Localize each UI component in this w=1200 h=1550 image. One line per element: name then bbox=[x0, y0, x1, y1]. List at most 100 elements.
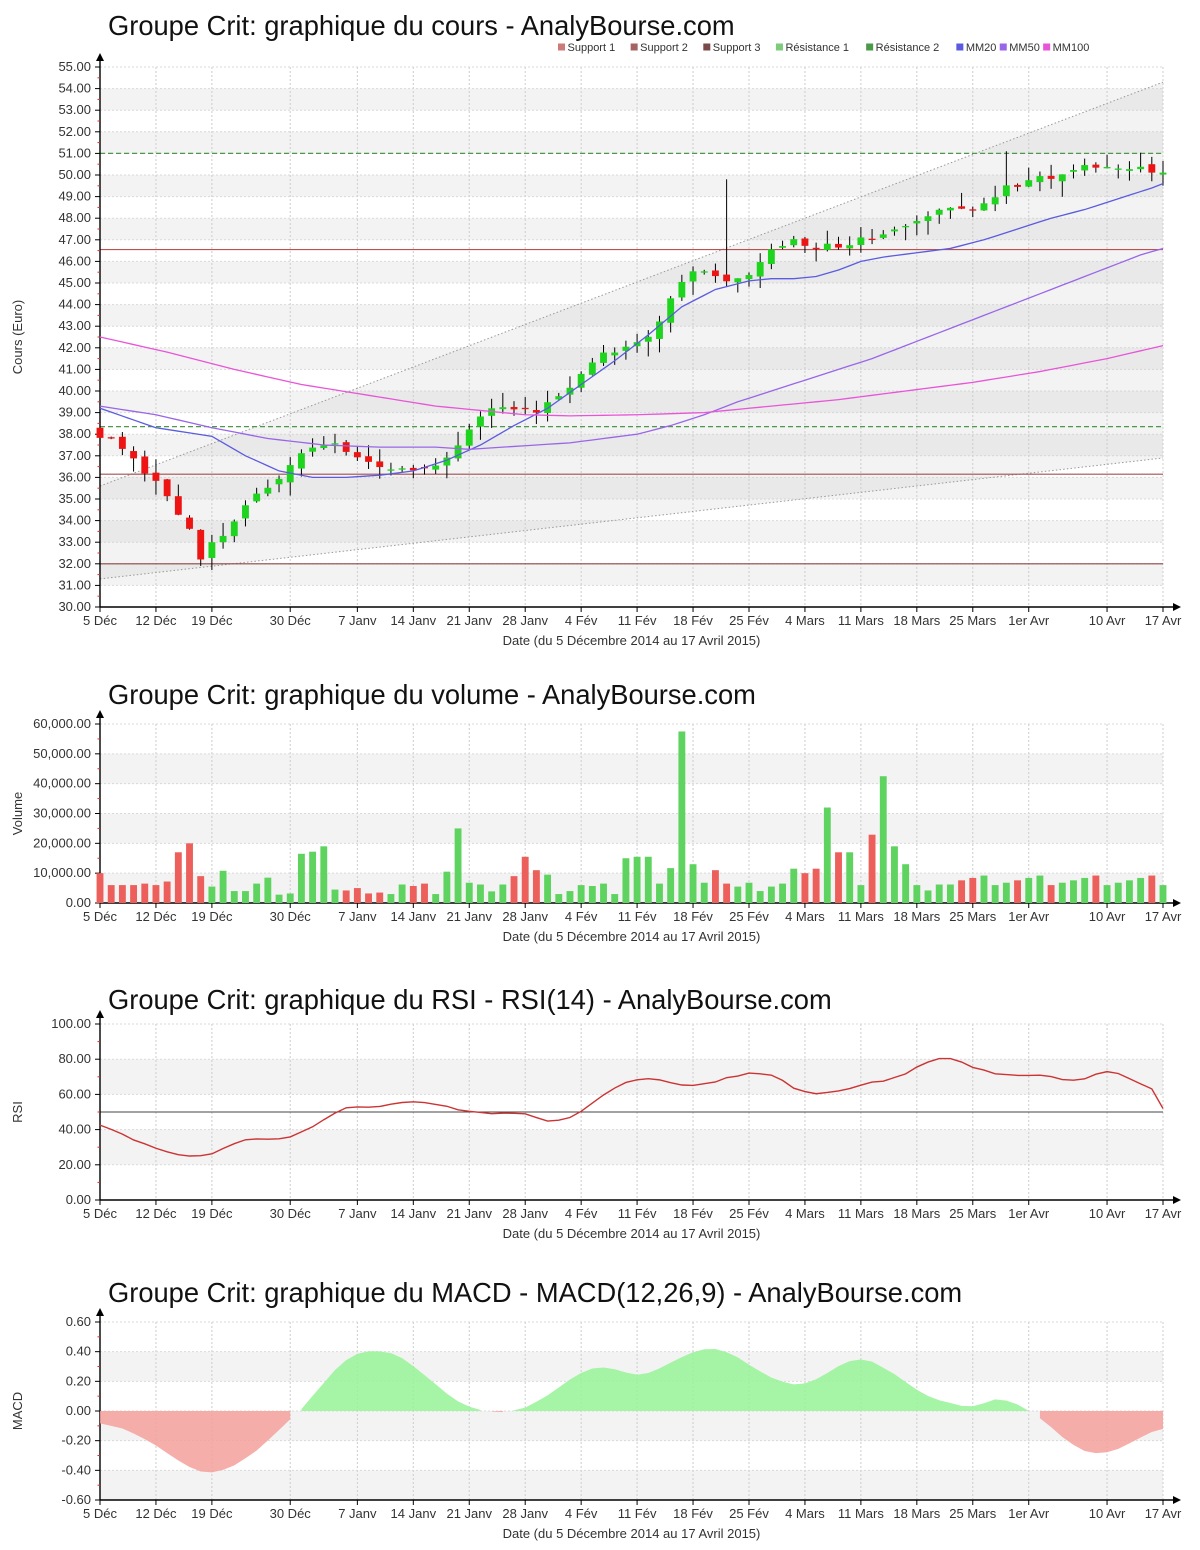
svg-text:11 Mars: 11 Mars bbox=[838, 1506, 884, 1521]
svg-text:Volume: Volume bbox=[10, 792, 25, 835]
svg-text:36.00: 36.00 bbox=[58, 469, 91, 484]
svg-text:18 Mars: 18 Mars bbox=[893, 1506, 940, 1521]
svg-text:51.00: 51.00 bbox=[58, 145, 91, 160]
svg-text:10 Avr: 10 Avr bbox=[1089, 1506, 1126, 1521]
svg-text:5 Déc: 5 Déc bbox=[83, 909, 117, 924]
svg-text:19 Déc: 19 Déc bbox=[191, 1206, 233, 1221]
svg-text:-0.20: -0.20 bbox=[61, 1433, 91, 1448]
svg-text:19 Déc: 19 Déc bbox=[191, 1506, 233, 1521]
svg-text:21 Janv: 21 Janv bbox=[446, 1206, 492, 1221]
svg-text:Résistance 2: Résistance 2 bbox=[876, 42, 940, 54]
svg-text:Date (du 5 Décembre 2014 au 17: Date (du 5 Décembre 2014 au 17 Avril 201… bbox=[503, 1526, 761, 1541]
svg-text:39.00: 39.00 bbox=[58, 405, 91, 420]
svg-text:25 Fév: 25 Fév bbox=[729, 613, 769, 628]
svg-text:30 Déc: 30 Déc bbox=[270, 909, 312, 924]
svg-text:28 Janv: 28 Janv bbox=[502, 613, 548, 628]
svg-text:25 Fév: 25 Fév bbox=[729, 1506, 769, 1521]
svg-text:18 Mars: 18 Mars bbox=[893, 613, 940, 628]
svg-text:7 Janv: 7 Janv bbox=[338, 613, 377, 628]
svg-text:40,000.00: 40,000.00 bbox=[33, 776, 91, 791]
svg-text:17 Avr: 17 Avr bbox=[1145, 1206, 1182, 1221]
svg-text:52.00: 52.00 bbox=[58, 124, 91, 139]
svg-text:Groupe Crit: graphique du volu: Groupe Crit: graphique du volume - Analy… bbox=[108, 679, 756, 710]
svg-text:1er Avr: 1er Avr bbox=[1008, 613, 1050, 628]
svg-text:40.00: 40.00 bbox=[58, 383, 91, 398]
svg-text:11 Fév: 11 Fév bbox=[618, 1206, 657, 1221]
svg-text:-0.40: -0.40 bbox=[61, 1462, 91, 1477]
svg-text:5 Déc: 5 Déc bbox=[83, 1206, 117, 1221]
svg-text:11 Mars: 11 Mars bbox=[838, 909, 884, 924]
svg-text:14 Janv: 14 Janv bbox=[391, 909, 437, 924]
svg-text:30 Déc: 30 Déc bbox=[270, 1506, 312, 1521]
svg-text:18 Mars: 18 Mars bbox=[893, 909, 940, 924]
svg-text:11 Mars: 11 Mars bbox=[838, 1206, 884, 1221]
svg-text:Date (du 5 Décembre 2014 au 17: Date (du 5 Décembre 2014 au 17 Avril 201… bbox=[503, 633, 761, 648]
svg-text:14 Janv: 14 Janv bbox=[391, 613, 437, 628]
svg-text:14 Janv: 14 Janv bbox=[391, 1206, 437, 1221]
svg-text:50.00: 50.00 bbox=[58, 167, 91, 182]
svg-text:0.00: 0.00 bbox=[66, 895, 91, 910]
svg-text:54.00: 54.00 bbox=[58, 81, 91, 96]
svg-text:0.20: 0.20 bbox=[66, 1373, 91, 1388]
svg-text:0.60: 0.60 bbox=[66, 1314, 91, 1329]
svg-text:19 Déc: 19 Déc bbox=[191, 909, 233, 924]
svg-text:5 Déc: 5 Déc bbox=[83, 1506, 117, 1521]
svg-text:18 Mars: 18 Mars bbox=[893, 1206, 940, 1221]
svg-text:25 Mars: 25 Mars bbox=[949, 613, 996, 628]
svg-text:45.00: 45.00 bbox=[58, 275, 91, 290]
svg-text:Groupe Crit: graphique du MACD: Groupe Crit: graphique du MACD - MACD(12… bbox=[108, 1277, 962, 1308]
svg-text:17 Avr: 17 Avr bbox=[1145, 1506, 1182, 1521]
svg-text:44.00: 44.00 bbox=[58, 297, 91, 312]
svg-text:-0.60: -0.60 bbox=[61, 1492, 91, 1507]
svg-text:Support 1: Support 1 bbox=[568, 42, 616, 54]
svg-text:33.00: 33.00 bbox=[58, 534, 91, 549]
svg-text:50,000.00: 50,000.00 bbox=[33, 746, 91, 761]
svg-text:4 Fév: 4 Fév bbox=[565, 1206, 598, 1221]
svg-text:11 Fév: 11 Fév bbox=[618, 613, 657, 628]
svg-text:25 Mars: 25 Mars bbox=[949, 909, 996, 924]
svg-text:Date (du 5 Décembre 2014 au 17: Date (du 5 Décembre 2014 au 17 Avril 201… bbox=[503, 1226, 761, 1241]
svg-text:1er Avr: 1er Avr bbox=[1008, 1506, 1050, 1521]
svg-text:12 Déc: 12 Déc bbox=[135, 909, 177, 924]
svg-text:12 Déc: 12 Déc bbox=[135, 1506, 177, 1521]
svg-text:10 Avr: 10 Avr bbox=[1089, 909, 1126, 924]
svg-text:1er Avr: 1er Avr bbox=[1008, 1206, 1050, 1221]
svg-text:18 Fév: 18 Fév bbox=[673, 1206, 713, 1221]
svg-text:47.00: 47.00 bbox=[58, 232, 91, 247]
svg-text:4 Fév: 4 Fév bbox=[565, 909, 598, 924]
svg-text:11 Fév: 11 Fév bbox=[618, 1506, 657, 1521]
svg-text:4 Mars: 4 Mars bbox=[785, 909, 825, 924]
svg-text:10 Avr: 10 Avr bbox=[1089, 613, 1126, 628]
svg-text:100.00: 100.00 bbox=[51, 1016, 91, 1031]
svg-text:Date (du 5 Décembre 2014 au 17: Date (du 5 Décembre 2014 au 17 Avril 201… bbox=[503, 929, 761, 944]
svg-text:Support 2: Support 2 bbox=[640, 42, 688, 54]
svg-text:21 Janv: 21 Janv bbox=[446, 613, 492, 628]
svg-text:7 Janv: 7 Janv bbox=[338, 1506, 377, 1521]
svg-text:40.00: 40.00 bbox=[58, 1122, 91, 1137]
svg-text:41.00: 41.00 bbox=[58, 361, 91, 376]
svg-text:19 Déc: 19 Déc bbox=[191, 613, 233, 628]
svg-text:5 Déc: 5 Déc bbox=[83, 613, 117, 628]
svg-text:60.00: 60.00 bbox=[58, 1086, 91, 1101]
svg-text:4 Fév: 4 Fév bbox=[565, 613, 598, 628]
svg-text:RSI: RSI bbox=[10, 1101, 25, 1123]
svg-text:12 Déc: 12 Déc bbox=[135, 1206, 177, 1221]
svg-text:53.00: 53.00 bbox=[58, 102, 91, 117]
svg-text:25 Mars: 25 Mars bbox=[949, 1506, 996, 1521]
svg-text:14 Janv: 14 Janv bbox=[391, 1506, 437, 1521]
svg-text:Groupe Crit: graphique du cour: Groupe Crit: graphique du cours - AnalyB… bbox=[108, 10, 735, 41]
svg-text:25 Fév: 25 Fév bbox=[729, 1206, 769, 1221]
svg-text:20.00: 20.00 bbox=[58, 1157, 91, 1172]
svg-text:18 Fév: 18 Fév bbox=[673, 1506, 713, 1521]
svg-text:43.00: 43.00 bbox=[58, 318, 91, 333]
svg-text:38.00: 38.00 bbox=[58, 426, 91, 441]
svg-text:0.00: 0.00 bbox=[66, 1403, 91, 1418]
svg-text:18 Fév: 18 Fév bbox=[673, 613, 713, 628]
svg-text:30.00: 30.00 bbox=[58, 599, 91, 614]
svg-text:28 Janv: 28 Janv bbox=[502, 1206, 548, 1221]
svg-text:MM100: MM100 bbox=[1053, 42, 1090, 54]
svg-text:0.00: 0.00 bbox=[66, 1192, 91, 1207]
svg-text:55.00: 55.00 bbox=[58, 59, 91, 74]
svg-text:4 Fév: 4 Fév bbox=[565, 1506, 598, 1521]
svg-text:49.00: 49.00 bbox=[58, 189, 91, 204]
